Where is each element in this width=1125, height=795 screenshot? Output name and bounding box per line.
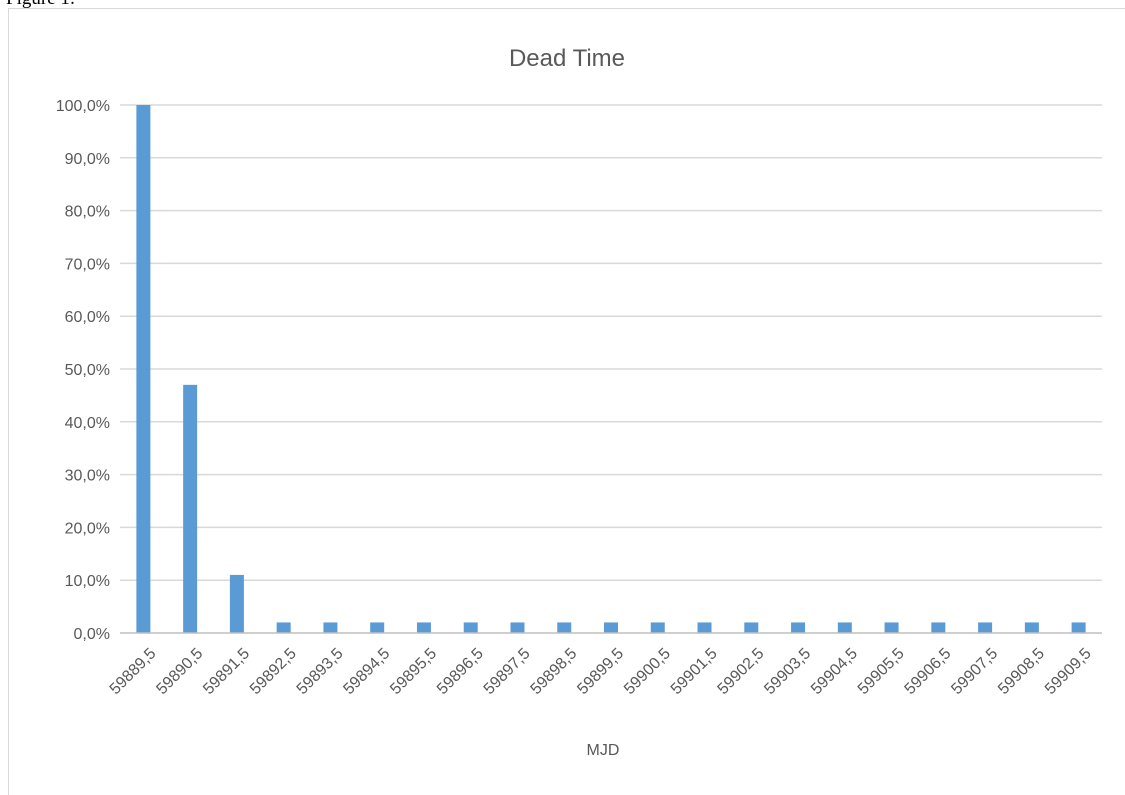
y-tick-label: 40,0% (65, 415, 110, 432)
x-tick-label: 59906,5 (902, 645, 955, 698)
y-tick-label: 80,0% (65, 204, 110, 221)
bar-59908-5 (1024, 622, 1039, 633)
x-tick-label: 59894,5 (340, 645, 393, 698)
x-tick-label: 59904,5 (808, 645, 861, 698)
bar-59909-5 (1071, 622, 1086, 633)
x-tick-label: 59892,5 (247, 645, 300, 698)
y-tick-label: 30,0% (65, 468, 110, 485)
x-tick-label: 59903,5 (761, 645, 814, 698)
bar-59905-5 (884, 622, 899, 633)
y-tick-label: 10,0% (65, 573, 110, 590)
bar-59900-5 (650, 622, 665, 633)
bar-59898-5 (557, 622, 572, 633)
x-tick-label: 59893,5 (294, 645, 347, 698)
y-tick-label: 100,0% (56, 98, 110, 115)
y-tick-label: 50,0% (65, 362, 110, 379)
x-tick-label: 59909,5 (1042, 645, 1095, 698)
y-tick-label: 90,0% (65, 151, 110, 168)
bar-59893-5 (323, 622, 338, 633)
bar-59890-5 (183, 384, 198, 633)
x-tick-label: 59902,5 (715, 645, 768, 698)
x-tick-label: 59908,5 (995, 645, 1048, 698)
gridlines (120, 104, 1102, 581)
bar-59904-5 (837, 622, 852, 633)
x-tick-label: 59900,5 (621, 645, 674, 698)
bar-59901-5 (697, 622, 712, 633)
x-tick-label: 59899,5 (574, 645, 627, 698)
y-tick-label: 70,0% (65, 256, 110, 273)
x-axis-tick-labels: 59889,559890,559891,559892,559893,559894… (107, 645, 1095, 698)
x-tick-label: 59907,5 (948, 645, 1001, 698)
bars (136, 105, 1086, 633)
chart-title: Dead Time (509, 45, 625, 72)
bar-59892-5 (276, 622, 291, 633)
x-axis-title: MJD (587, 742, 620, 759)
bar-59899-5 (604, 622, 618, 633)
x-tick-label: 59891,5 (200, 645, 253, 698)
bar-59902-5 (744, 622, 759, 633)
bar-59889-5 (136, 105, 151, 633)
bar-59903-5 (791, 622, 806, 633)
bar-59897-5 (510, 622, 525, 633)
y-tick-label: 0,0% (74, 626, 110, 643)
y-tick-label: 60,0% (65, 309, 110, 326)
bar-59906-5 (931, 622, 946, 633)
bar-59894-5 (370, 622, 385, 633)
bar-59896-5 (463, 622, 478, 633)
x-tick-label: 59889,5 (107, 645, 160, 698)
y-axis-tick-labels: 0,0% 10,0% 20,0% 30,0% 40,0% 50,0% 60,0% 70,0% 8… (56, 98, 110, 643)
x-tick-label: 59897,5 (481, 645, 534, 698)
x-tick-label: 59905,5 (855, 645, 908, 698)
bar-59891-5 (229, 574, 244, 633)
x-tick-label: 59890,5 (153, 645, 206, 698)
bar-59895-5 (416, 622, 431, 633)
bar-59907-5 (978, 622, 993, 633)
y-tick-label: 20,0% (65, 520, 110, 537)
figure-caption: Figure 1: (6, 0, 75, 10)
x-tick-label: 59895,5 (387, 645, 440, 698)
x-tick-label: 59901,5 (668, 645, 721, 698)
x-tick-label: 59898,5 (528, 645, 581, 698)
x-tick-label: 59896,5 (434, 645, 487, 698)
